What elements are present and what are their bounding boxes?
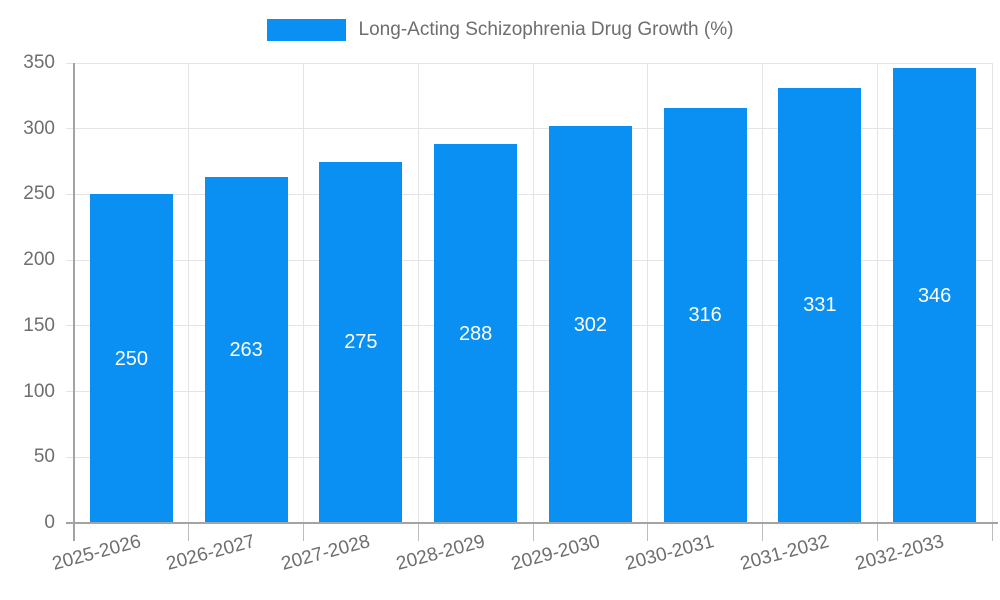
- x-axis-tick-label: 2026-2027: [164, 531, 258, 575]
- x-axis-tick: [417, 523, 419, 541]
- x-axis-tick: [532, 523, 534, 541]
- y-axis-tick-label: 250: [23, 183, 55, 205]
- gridline-horizontal: [66, 193, 992, 195]
- x-axis-tick: [991, 523, 993, 541]
- bar[interactable]: [548, 126, 632, 523]
- bar-value-label: 250: [114, 347, 149, 370]
- bar-value-label: 346: [917, 284, 952, 307]
- y-axis-tick-label: 150: [23, 314, 55, 336]
- y-axis-tick-label: 350: [23, 52, 55, 73]
- bar[interactable]: [663, 107, 747, 523]
- bar-value-label: 302: [573, 313, 608, 336]
- x-axis-tick-label: 2032-2033: [852, 531, 947, 575]
- bar-value-label: 288: [458, 322, 493, 345]
- gridline-horizontal: [66, 325, 992, 327]
- bar[interactable]: [778, 87, 862, 523]
- gridline-vertical: [991, 63, 993, 523]
- x-axis-tick: [876, 523, 878, 541]
- x-axis-tick: [303, 523, 304, 541]
- gridline-vertical: [303, 63, 304, 523]
- x-axis-tick-label: 2031-2032: [738, 531, 832, 575]
- bar-value-label: 316: [688, 304, 722, 327]
- bar[interactable]: [893, 68, 977, 523]
- gridline-vertical: [762, 63, 763, 523]
- bar-value-label: 331: [803, 294, 837, 317]
- x-axis-tick-label: 2028-2029: [393, 531, 488, 575]
- gridline-horizontal: [66, 62, 992, 64]
- x-axis-tick: [647, 523, 649, 541]
- gridline-horizontal: [66, 259, 992, 261]
- bar[interactable]: [319, 161, 403, 523]
- gridline-vertical: [647, 63, 649, 523]
- x-axis-tick-label: 2025-2026: [49, 531, 143, 575]
- x-axis-tick-label: 2027-2028: [279, 531, 373, 575]
- y-axis-line: [72, 63, 75, 541]
- x-axis-tick: [188, 523, 190, 541]
- gridline-vertical: [876, 63, 878, 523]
- y-axis-tick-label: 100: [23, 380, 55, 402]
- bar-value-label: 263: [229, 339, 263, 362]
- legend-item[interactable]: Long-Acting Schizophrenia Drug Growth (%…: [0, 19, 1000, 41]
- x-axis-tick: [762, 523, 763, 541]
- x-axis-tick-label: 2029-2030: [508, 531, 602, 575]
- gridline-vertical: [417, 63, 419, 523]
- y-axis-tick-label: 50: [33, 446, 55, 468]
- gridline-horizontal: [66, 128, 992, 130]
- y-axis-tick-label: 200: [23, 249, 55, 271]
- bar-value-label: 275: [344, 331, 378, 354]
- x-axis-tick-label: 2030-2031: [623, 531, 717, 575]
- legend-swatch-icon: [266, 19, 346, 41]
- gridline-vertical: [188, 63, 190, 523]
- gridline-horizontal: [66, 456, 992, 458]
- y-axis-tick-label: 300: [23, 117, 55, 139]
- x-axis-line: [66, 522, 998, 524]
- y-axis-tick-label: 0: [44, 512, 55, 533]
- bar[interactable]: [89, 194, 173, 523]
- legend-label: Long-Acting Schizophrenia Drug Growth (%…: [358, 19, 734, 40]
- bar[interactable]: [204, 177, 288, 523]
- gridline-horizontal: [66, 391, 992, 393]
- bar[interactable]: [434, 144, 518, 523]
- gridline-vertical: [532, 63, 534, 523]
